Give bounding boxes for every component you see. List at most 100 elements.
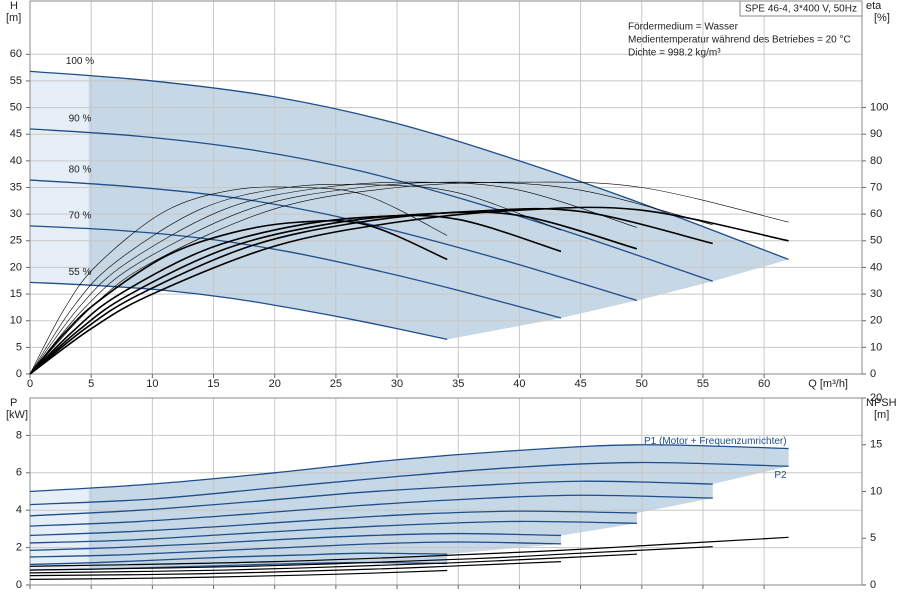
x-tick-label: 15 xyxy=(207,378,219,390)
x-tick-label: 10 xyxy=(146,378,158,390)
y2-tick-label: 50 xyxy=(870,235,882,247)
shade-area xyxy=(88,444,789,570)
y-tick-label: 6 xyxy=(16,467,22,479)
y-tick-label: 0 xyxy=(16,368,22,380)
x-tick-label: 40 xyxy=(513,378,525,390)
curve xyxy=(29,281,448,340)
y-tick-label: 45 xyxy=(10,128,22,140)
y2-curve xyxy=(29,536,789,567)
curve xyxy=(29,552,448,566)
y2-tick-label: 20 xyxy=(870,315,882,327)
y2-curve xyxy=(29,569,448,580)
y2-axis-unit: [%] xyxy=(874,12,890,24)
x-tick-label: 0 xyxy=(27,378,33,390)
curve-label: 100 % xyxy=(66,56,94,67)
y2-tick-label: 20 xyxy=(870,392,882,404)
y2-tick-label: 80 xyxy=(870,155,882,167)
y-tick-label: 0 xyxy=(16,579,22,591)
curve xyxy=(29,444,789,493)
curve xyxy=(29,128,713,282)
curve-label: 90 % xyxy=(69,114,92,125)
y2-curve xyxy=(29,181,637,375)
y-tick-label: 50 xyxy=(10,101,22,113)
y2-curve xyxy=(29,207,713,375)
y2-curve xyxy=(29,219,448,375)
x-axis-label: Q [m³/h] xyxy=(808,378,848,390)
shade-area xyxy=(88,75,789,340)
y2-tick-label: 60 xyxy=(870,208,882,220)
curve xyxy=(29,532,562,552)
chart-title: SPE 46-4, 3*400 V, 50Hz xyxy=(745,4,857,15)
curve-label: 80 % xyxy=(69,165,92,176)
x-tick-label: 25 xyxy=(330,378,342,390)
curve xyxy=(29,179,638,302)
y-tick-label: 55 xyxy=(10,75,22,87)
y-axis-unit: [kW] xyxy=(6,409,28,421)
y2-curve xyxy=(29,211,638,375)
x-tick-label: 5 xyxy=(88,378,94,390)
y2-tick-label: 5 xyxy=(870,532,876,544)
title-box xyxy=(739,0,863,17)
y2-tick-label: 0 xyxy=(870,368,876,380)
y-tick-label: 20 xyxy=(10,261,22,273)
curve xyxy=(29,510,637,537)
y2-curve xyxy=(29,553,637,574)
curve xyxy=(29,461,789,506)
curve xyxy=(29,225,562,319)
curve xyxy=(29,520,637,544)
plot-frame xyxy=(29,0,863,375)
y2-tick-label: 40 xyxy=(870,261,882,273)
x-tick-label: 30 xyxy=(391,378,403,390)
y2-tick-label: 10 xyxy=(870,341,882,353)
y-tick-label: 35 xyxy=(10,181,22,193)
x-tick-label: 20 xyxy=(269,378,281,390)
x-tick-label: 50 xyxy=(636,378,648,390)
y2-curve xyxy=(29,214,562,375)
curve xyxy=(29,70,789,261)
y2-axis-unit: [m] xyxy=(874,409,889,421)
curve-label: P1 (Motor + Frequenzumrichter) xyxy=(644,436,787,447)
y2-tick-label: 0 xyxy=(870,579,876,591)
y2-curve xyxy=(29,181,713,375)
curve xyxy=(29,480,713,517)
x-tick-label: 45 xyxy=(574,378,586,390)
x-tick-label: 35 xyxy=(452,378,464,390)
y-tick-label: 10 xyxy=(10,315,22,327)
y2-tick-label: 100 xyxy=(870,101,888,113)
y-tick-label: 25 xyxy=(10,235,22,247)
annotation: Dichte = 998.2 kg/m³ xyxy=(628,48,721,59)
y-tick-label: 2 xyxy=(16,542,22,554)
y-tick-label: 8 xyxy=(16,429,22,441)
annotation: Fördermedium = Wasser xyxy=(628,22,739,33)
curve xyxy=(29,541,562,558)
y-axis-label: P xyxy=(10,397,17,409)
y2-curve xyxy=(29,181,789,375)
y-tick-label: 40 xyxy=(10,155,22,167)
y2-tick-label: 10 xyxy=(870,485,882,497)
y2-axis-label: eta xyxy=(866,0,882,12)
y-tick-label: 60 xyxy=(10,48,22,60)
y2-curve xyxy=(29,546,713,571)
curve-label: P2 xyxy=(774,470,787,481)
curve xyxy=(29,494,713,527)
x-tick-label: 60 xyxy=(758,378,770,390)
y2-axis-label: NPSH xyxy=(866,397,897,409)
curve-label: 55 % xyxy=(69,267,92,278)
y2-tick-label: 30 xyxy=(870,288,882,300)
y-tick-label: 4 xyxy=(16,504,22,516)
curve-label: 70 % xyxy=(69,211,92,222)
y2-curve xyxy=(29,186,448,375)
x-tick-label: 55 xyxy=(697,378,709,390)
y2-tick-label: 70 xyxy=(870,181,882,193)
y-axis-label: H xyxy=(10,0,18,12)
y-tick-label: 15 xyxy=(10,288,22,300)
y2-curve xyxy=(29,183,562,375)
y2-tick-label: 90 xyxy=(870,128,882,140)
annotation: Medientemperatur während des Betriebes =… xyxy=(628,35,851,46)
y2-tick-label: 15 xyxy=(870,439,882,451)
y-tick-label: 30 xyxy=(10,208,22,220)
y-tick-label: 5 xyxy=(16,341,22,353)
y-axis-unit: [m] xyxy=(6,12,21,24)
y2-curve xyxy=(29,561,562,577)
